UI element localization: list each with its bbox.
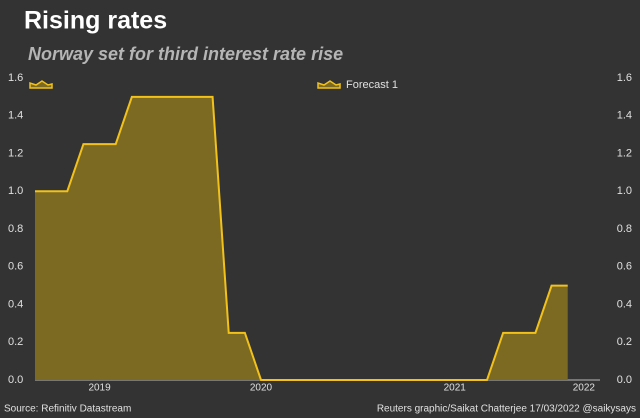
y-tick-label: 1.6 [8,72,23,84]
y2-tick-label: 1.0 [617,185,632,197]
source: Source: Refinitiv Datastream [4,404,131,415]
x-tick-label: 2022 [573,383,596,394]
y2-tick-label: 0.0 [617,374,632,386]
y-tick-label: 0.8 [8,223,23,235]
y2-tick-label: 1.2 [617,147,632,159]
legend-label: Forecast 1 [346,79,398,91]
chart-title: Rising rates [24,7,167,35]
area [35,96,568,380]
y-tick-label: 0.0 [8,374,23,386]
legend-icon [29,80,53,89]
y2-tick-label: 1.6 [617,72,632,84]
y-tick-label: 0.2 [8,336,23,348]
x-tick-label: 2020 [250,383,273,394]
area-line [35,95,568,381]
y2-tick-label: 0.4 [617,298,632,310]
y-tick-label: 1.0 [8,185,23,197]
x-tick-label: 2021 [444,383,467,394]
y2-tick-label: 0.2 [617,336,632,348]
y-tick-label: 1.4 [8,110,23,122]
chart-subtitle: Norway set for third interest rate rise [28,44,343,64]
legend-icon [317,80,341,89]
y2-tick-label: 0.8 [617,223,632,235]
x-tick-label: 2019 [88,383,111,394]
y2-tick-label: 0.6 [617,261,632,273]
y-tick-label: 1.2 [8,147,23,159]
y2-tick-label: 1.4 [617,110,632,122]
y-tick-label: 0.6 [8,261,23,273]
y-tick-label: 0.4 [8,298,23,310]
credit: Reuters graphic/Saikat Chatterjee 17/03/… [377,404,636,415]
